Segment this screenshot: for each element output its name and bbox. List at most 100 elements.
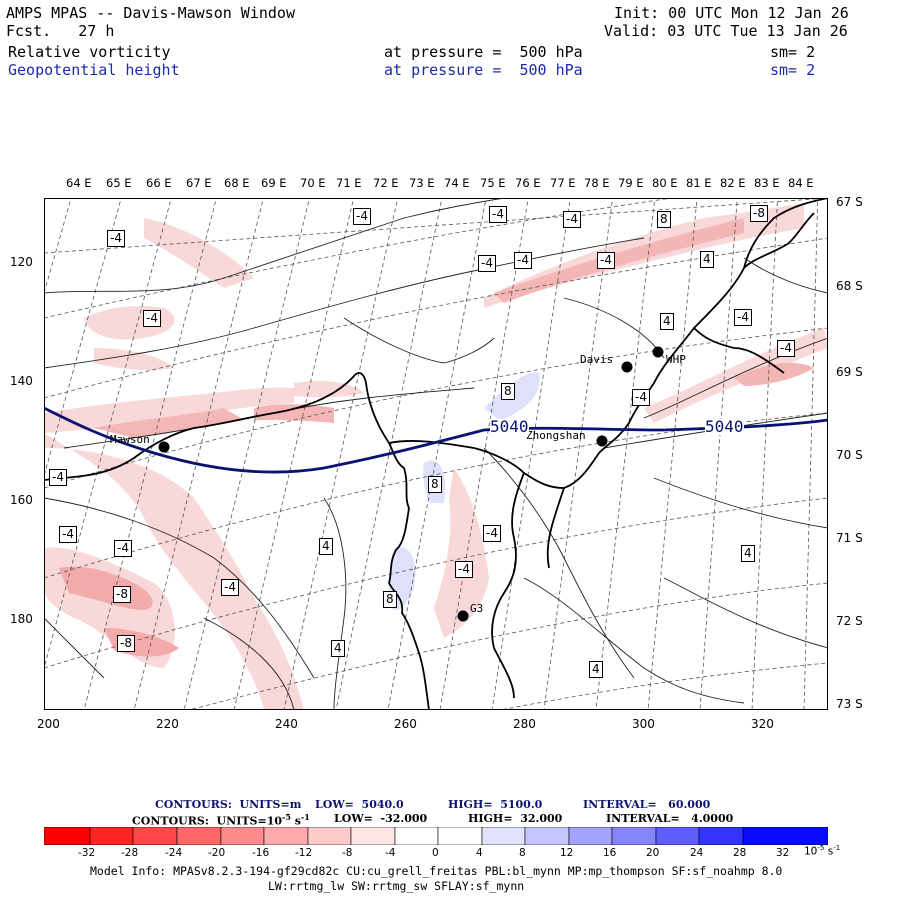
vort-label: 8 xyxy=(383,591,397,608)
x-tick-label: 200 xyxy=(37,717,60,731)
colorbar-segment xyxy=(263,827,309,845)
vort-label: -4 xyxy=(514,252,532,269)
vort-label: 4 xyxy=(319,538,333,555)
vort-label: -4 xyxy=(455,561,473,578)
lon-label: 76 E xyxy=(515,176,541,190)
vort-label: -8 xyxy=(750,205,768,222)
vort-label: 8 xyxy=(428,476,442,493)
field1-name: Relative vorticity xyxy=(8,43,171,61)
vort-label: -4 xyxy=(483,525,501,542)
station-dot-g3 xyxy=(457,610,469,622)
vort-label: -8 xyxy=(113,586,131,603)
colorbar-tick: 12 xyxy=(560,847,574,859)
lon-label: 65 E xyxy=(106,176,132,190)
station-dot-davis xyxy=(621,361,633,373)
colorbar-segment xyxy=(44,827,91,845)
colorbar-tick: 0 xyxy=(432,847,439,859)
model-info-line2: LW:rrtmg_lw SW:rrtmg_sw SFLAY:sf_mynn xyxy=(268,879,525,893)
height-label-5040: 5040 xyxy=(490,417,529,436)
vort-label: -4 xyxy=(777,340,795,357)
colorbar-tick: -32 xyxy=(78,847,96,859)
lon-label: 73 E xyxy=(409,176,435,190)
y-tick-label: 160 xyxy=(10,493,33,507)
colorbar-tick: -8 xyxy=(342,847,353,859)
colorbar-tick: 16 xyxy=(603,847,617,859)
vort-label: 8 xyxy=(501,383,515,400)
lon-label: 74 E xyxy=(444,176,470,190)
x-tick-label: 320 xyxy=(751,717,774,731)
x-tick-label: 220 xyxy=(156,717,179,731)
vort-label: -4 xyxy=(489,206,507,223)
lon-label: 78 E xyxy=(584,176,610,190)
vort-label: 8 xyxy=(657,211,671,228)
station-markers xyxy=(158,346,664,622)
lon-label: 72 E xyxy=(373,176,399,190)
field2-name: Geopotential height xyxy=(8,61,180,79)
vort-label: 4 xyxy=(331,640,345,657)
colorbar-segment xyxy=(568,827,613,845)
station-dot-whp xyxy=(652,346,664,358)
vort-label: -8 xyxy=(117,635,135,652)
colorbar-segment xyxy=(481,827,526,845)
colorbar-tick: 24 xyxy=(690,847,704,859)
field2-level: at pressure = 500 hPa xyxy=(384,61,583,79)
station-label-mawson: Mawson xyxy=(110,433,150,446)
vort-label: -4 xyxy=(114,540,132,557)
map-plot xyxy=(44,198,828,710)
height-contour-5040 xyxy=(44,406,828,474)
field1-smooth: sm= 2 xyxy=(770,43,816,61)
colorbar-segment xyxy=(89,827,134,845)
lon-label: 77 E xyxy=(550,176,576,190)
vort-label: -4 xyxy=(353,208,371,225)
colorbar-segment xyxy=(176,827,222,845)
colorbar-segment xyxy=(611,827,657,845)
colorbar-segment xyxy=(307,827,352,845)
vort-label: -4 xyxy=(221,579,239,596)
vort-label: 4 xyxy=(741,545,755,562)
lon-label: 64 E xyxy=(66,176,92,190)
colorbar-segment xyxy=(698,827,744,845)
lon-label: 69 E xyxy=(261,176,287,190)
colorbar-tick: 20 xyxy=(646,847,660,859)
forecast-hour: Fcst. 27 h xyxy=(6,22,115,40)
lat-label: 71 S xyxy=(836,531,863,545)
colorbar-tick: -20 xyxy=(208,847,226,859)
lat-label: 73 S xyxy=(836,697,863,711)
vort-label: -4 xyxy=(478,255,496,272)
colorbar-tick: 32 xyxy=(776,847,790,859)
lon-label: 82 E xyxy=(720,176,746,190)
height-contours-low: LOW= 5040.0 xyxy=(315,798,404,811)
colorbar-tick: -16 xyxy=(252,847,270,859)
colorbar-tick: -24 xyxy=(165,847,183,859)
x-tick-label: 300 xyxy=(632,717,655,731)
vort-label: -4 xyxy=(143,310,161,327)
coastline xyxy=(44,198,828,710)
colorbar-segment xyxy=(350,827,396,845)
vort-contours-interval: INTERVAL= 4.0000 xyxy=(606,812,734,825)
colorbar-segment xyxy=(742,827,828,845)
lat-label: 72 S xyxy=(836,614,863,628)
colorbar-tick: 28 xyxy=(733,847,747,859)
lat-label: 69 S xyxy=(836,365,863,379)
colorbar-tick: 4 xyxy=(476,847,483,859)
station-dot-zhongshan xyxy=(596,435,608,447)
vort-label: -4 xyxy=(597,252,615,269)
height-label-5040: 5040 xyxy=(705,417,744,436)
map-frame xyxy=(44,198,828,710)
lat-label: 68 S xyxy=(836,279,863,293)
station-label-davis: Davis xyxy=(580,353,614,366)
vort-label: 4 xyxy=(660,313,674,330)
vort-contours-units: CONTOURS: UNITS=10-5 s-1 xyxy=(132,812,310,828)
lon-label: 84 E xyxy=(788,176,814,190)
height-contours-units: CONTOURS: UNITS=m xyxy=(155,798,302,811)
colorbar-unit: 10-5 s-1 xyxy=(804,844,841,858)
vort-label: 4 xyxy=(589,661,603,678)
lat-label: 67 S xyxy=(836,195,863,209)
lon-label: 80 E xyxy=(652,176,678,190)
lon-label: 68 E xyxy=(224,176,250,190)
vort-label: -4 xyxy=(49,469,67,486)
colorbar-segment xyxy=(524,827,570,845)
y-tick-label: 180 xyxy=(10,612,33,626)
field2-smooth: sm= 2 xyxy=(770,61,816,79)
x-tick-label: 280 xyxy=(513,717,536,731)
